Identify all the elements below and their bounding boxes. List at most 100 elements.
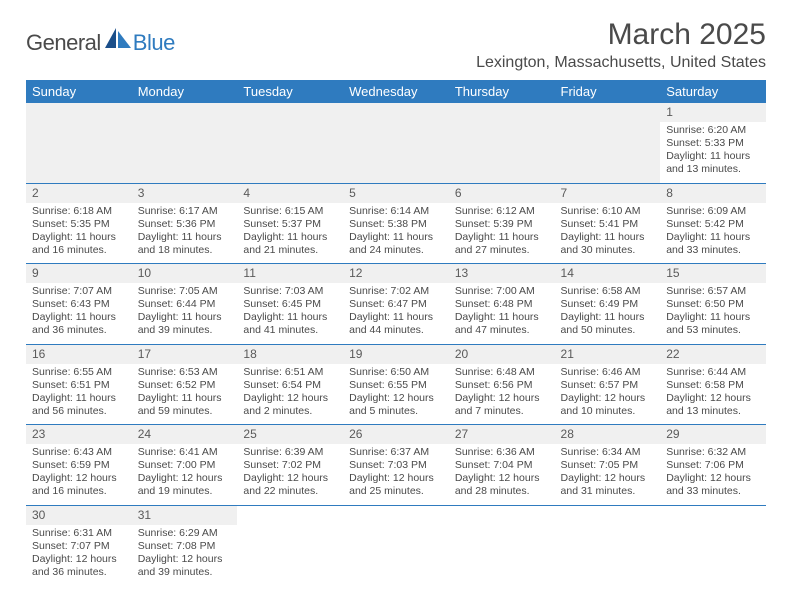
calendar-empty-cell [26,103,132,183]
day-info: Sunrise: 6:17 AMSunset: 5:36 PMDaylight:… [138,205,232,258]
logo-text-blue: Blue [133,30,175,56]
calendar-empty-cell [555,505,661,585]
day-info: Sunrise: 6:36 AMSunset: 7:04 PMDaylight:… [455,446,549,499]
calendar-day-cell: 6 Sunrise: 6:12 AMSunset: 5:39 PMDaylight… [449,183,555,264]
day-info: Sunrise: 6:34 AMSunset: 7:05 PMDaylight:… [561,446,655,499]
calendar-empty-cell [343,505,449,585]
day-info: Sunrise: 6:37 AMSunset: 7:03 PMDaylight:… [349,446,443,499]
calendar-day-cell: 17 Sunrise: 6:53 AMSunset: 6:52 PMDayligh… [132,344,238,425]
day-info: Sunrise: 6:57 AMSunset: 6:50 PMDaylight:… [666,285,760,338]
calendar-day-cell: 24Sunrise: 6:41 AMSunset: 7:00 PMDayligh… [132,425,238,506]
day-info: Sunrise: 6:48 AMSunset: 6:56 PMDaylight:… [455,366,549,419]
month-title: March 2025 [476,18,766,52]
calendar-day-cell: 5 Sunrise: 6:14 AMSunset: 5:38 PMDaylight… [343,183,449,264]
calendar-header-row: SundayMondayTuesdayWednesdayThursdayFrid… [26,80,766,103]
calendar-week-row: 9 Sunrise: 7:07 AMSunset: 6:43 PMDaylight… [26,264,766,345]
day-info: Sunrise: 6:43 AMSunset: 6:59 PMDaylight:… [32,446,126,499]
day-number: 15 [660,264,766,283]
calendar-empty-cell [237,103,343,183]
header: General Blue March 2025 Lexington, Massa… [26,18,766,72]
day-number: 20 [449,345,555,364]
day-number: 22 [660,345,766,364]
day-info: Sunrise: 6:20 AMSunset: 5:33 PMDaylight:… [666,124,760,177]
calendar-week-row: 16 Sunrise: 6:55 AMSunset: 6:51 PMDayligh… [26,344,766,425]
title-block: March 2025 Lexington, Massachusetts, Uni… [476,18,766,72]
logo-sail-icon [105,28,131,51]
day-info: Sunrise: 6:09 AMSunset: 5:42 PMDaylight:… [666,205,760,258]
day-info: Sunrise: 6:58 AMSunset: 6:49 PMDaylight:… [561,285,655,338]
calendar-day-cell: 15 Sunrise: 6:57 AMSunset: 6:50 PMDayligh… [660,264,766,345]
calendar-day-cell: 2 Sunrise: 6:18 AMSunset: 5:35 PMDaylight… [26,183,132,264]
day-number: 5 [343,184,449,203]
logo: General Blue [26,28,175,57]
day-number: 26 [343,425,449,444]
calendar-day-cell: 14 Sunrise: 6:58 AMSunset: 6:49 PMDayligh… [555,264,661,345]
calendar-week-row: 1Sunrise: 6:20 AMSunset: 5:33 PMDaylight… [26,103,766,183]
day-number: 13 [449,264,555,283]
calendar-day-cell: 9 Sunrise: 7:07 AMSunset: 6:43 PMDaylight… [26,264,132,345]
day-info: Sunrise: 6:53 AMSunset: 6:52 PMDaylight:… [138,366,232,419]
calendar-empty-cell [449,103,555,183]
calendar-empty-cell [237,505,343,585]
day-number: 7 [555,184,661,203]
day-number: 17 [132,345,238,364]
calendar-day-cell: 1Sunrise: 6:20 AMSunset: 5:33 PMDaylight… [660,103,766,183]
day-info: Sunrise: 6:46 AMSunset: 6:57 PMDaylight:… [561,366,655,419]
day-number: 4 [237,184,343,203]
day-info: Sunrise: 6:32 AMSunset: 7:06 PMDaylight:… [666,446,760,499]
day-header: Friday [555,80,661,103]
calendar-table: SundayMondayTuesdayWednesdayThursdayFrid… [26,80,766,585]
day-number: 21 [555,345,661,364]
calendar-day-cell: 30 Sunrise: 6:31 AMSunset: 7:07 PMDayligh… [26,505,132,585]
calendar-day-cell: 22Sunrise: 6:44 AMSunset: 6:58 PMDayligh… [660,344,766,425]
location: Lexington, Massachusetts, United States [476,54,766,72]
day-number: 6 [449,184,555,203]
calendar-body: 1Sunrise: 6:20 AMSunset: 5:33 PMDaylight… [26,103,766,585]
day-info: Sunrise: 6:31 AMSunset: 7:07 PMDaylight:… [32,527,126,580]
calendar-week-row: 23Sunrise: 6:43 AMSunset: 6:59 PMDayligh… [26,425,766,506]
day-info: Sunrise: 6:55 AMSunset: 6:51 PMDaylight:… [32,366,126,419]
calendar-day-cell: 20 Sunrise: 6:48 AMSunset: 6:56 PMDayligh… [449,344,555,425]
day-number: 30 [26,506,132,525]
day-info: Sunrise: 6:12 AMSunset: 5:39 PMDaylight:… [455,205,549,258]
day-header: Tuesday [237,80,343,103]
day-number: 12 [343,264,449,283]
day-info: Sunrise: 6:51 AMSunset: 6:54 PMDaylight:… [243,366,337,419]
day-info: Sunrise: 7:05 AMSunset: 6:44 PMDaylight:… [138,285,232,338]
day-info: Sunrise: 7:03 AMSunset: 6:45 PMDaylight:… [243,285,337,338]
day-info: Sunrise: 6:14 AMSunset: 5:38 PMDaylight:… [349,205,443,258]
calendar-empty-cell [660,505,766,585]
calendar-day-cell: 25Sunrise: 6:39 AMSunset: 7:02 PMDayligh… [237,425,343,506]
calendar-day-cell: 21 Sunrise: 6:46 AMSunset: 6:57 PMDayligh… [555,344,661,425]
day-number: 27 [449,425,555,444]
day-number: 16 [26,345,132,364]
day-number: 2 [26,184,132,203]
day-info: Sunrise: 6:10 AMSunset: 5:41 PMDaylight:… [561,205,655,258]
day-info: Sunrise: 6:50 AMSunset: 6:55 PMDaylight:… [349,366,443,419]
calendar-day-cell: 7 Sunrise: 6:10 AMSunset: 5:41 PMDaylight… [555,183,661,264]
day-header: Thursday [449,80,555,103]
calendar-day-cell: 12 Sunrise: 7:02 AMSunset: 6:47 PMDayligh… [343,264,449,345]
calendar-day-cell: 3Sunrise: 6:17 AMSunset: 5:36 PMDaylight… [132,183,238,264]
day-info: Sunrise: 7:07 AMSunset: 6:43 PMDaylight:… [32,285,126,338]
logo-text-dark: General [26,30,101,56]
day-info: Sunrise: 6:41 AMSunset: 7:00 PMDaylight:… [138,446,232,499]
calendar-day-cell: 16 Sunrise: 6:55 AMSunset: 6:51 PMDayligh… [26,344,132,425]
calendar-day-cell: 26 Sunrise: 6:37 AMSunset: 7:03 PMDayligh… [343,425,449,506]
day-info: Sunrise: 6:18 AMSunset: 5:35 PMDaylight:… [32,205,126,258]
day-info: Sunrise: 7:02 AMSunset: 6:47 PMDaylight:… [349,285,443,338]
calendar-day-cell: 11Sunrise: 7:03 AMSunset: 6:45 PMDayligh… [237,264,343,345]
calendar-day-cell: 23Sunrise: 6:43 AMSunset: 6:59 PMDayligh… [26,425,132,506]
calendar-day-cell: 13 Sunrise: 7:00 AMSunset: 6:48 PMDayligh… [449,264,555,345]
day-number: 9 [26,264,132,283]
calendar-empty-cell [132,103,238,183]
calendar-day-cell: 10Sunrise: 7:05 AMSunset: 6:44 PMDayligh… [132,264,238,345]
day-number: 8 [660,184,766,203]
calendar-day-cell: 8 Sunrise: 6:09 AMSunset: 5:42 PMDaylight… [660,183,766,264]
calendar-empty-cell [555,103,661,183]
calendar-day-cell: 4 Sunrise: 6:15 AMSunset: 5:37 PMDaylight… [237,183,343,264]
day-number: 14 [555,264,661,283]
day-info: Sunrise: 7:00 AMSunset: 6:48 PMDaylight:… [455,285,549,338]
calendar-day-cell: 31Sunrise: 6:29 AMSunset: 7:08 PMDayligh… [132,505,238,585]
day-info: Sunrise: 6:15 AMSunset: 5:37 PMDaylight:… [243,205,337,258]
